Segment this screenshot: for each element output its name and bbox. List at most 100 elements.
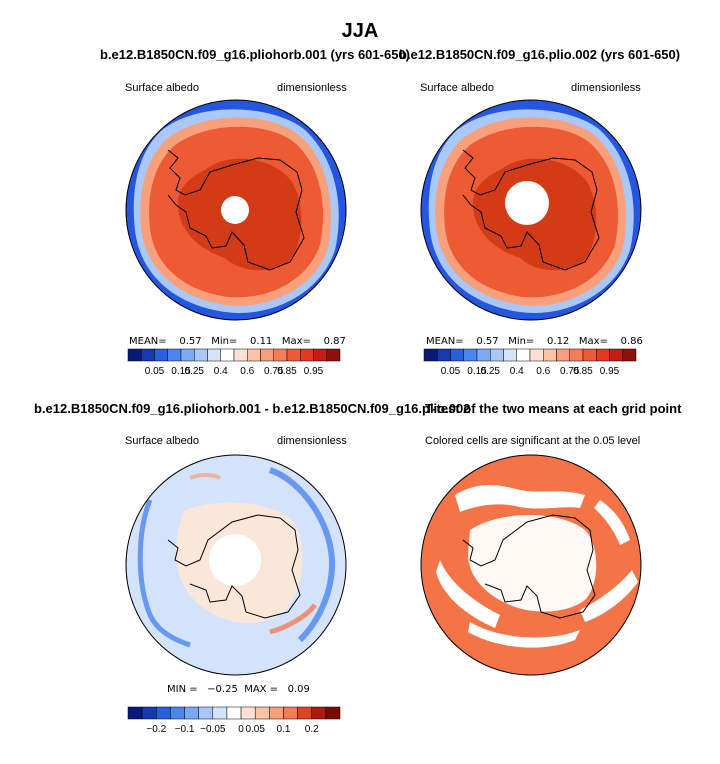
panel2-mean-label: MEAN= bbox=[426, 336, 464, 347]
panel1-stats: MEAN= 0.57 Min= 0.11 Max= 0.87 bbox=[129, 336, 346, 347]
panel1-colorbar-tick-label: 0.85 bbox=[277, 366, 297, 377]
panel1-colorbar-tick-label: 0.4 bbox=[214, 366, 228, 377]
panel1-colorbar-box bbox=[154, 348, 168, 362]
panel1-variable-label: Surface albedo bbox=[125, 82, 199, 94]
panel1-max: 0.87 bbox=[323, 336, 346, 347]
panel3-colorbar-box bbox=[240, 706, 256, 720]
panel3-colorbar-box bbox=[184, 706, 199, 720]
panel1-colorbar-box bbox=[180, 348, 195, 362]
panel1-coastline bbox=[167, 149, 305, 271]
panel4-note: Colored cells are significant at the 0.0… bbox=[425, 435, 641, 447]
panel2-colorbar-tick-label: 0.25 bbox=[481, 366, 501, 377]
panel3-min-label: MIN = bbox=[167, 684, 198, 695]
panel2-colorbar-box bbox=[543, 348, 557, 362]
panel1-colorbar-box bbox=[247, 348, 261, 362]
panel3-colorbar-tick-label: 0.2 bbox=[305, 724, 319, 735]
panel3-variable-label: Surface albedo bbox=[125, 435, 199, 447]
panel1-colorbar-box bbox=[233, 348, 248, 362]
panel2-colorbar-box bbox=[463, 348, 478, 362]
panel2-min-label: Min= bbox=[508, 336, 535, 347]
panel1-colorbar-box bbox=[127, 348, 142, 362]
panel2-colorbar-box bbox=[476, 348, 491, 362]
panel3-colorbar-box bbox=[254, 706, 270, 720]
panel2-map-border bbox=[420, 99, 642, 321]
panel2-colorbar-box bbox=[490, 348, 504, 362]
panel1-title: b.e12.B1850CN.f09_g16.pliohorb.001 (yrs … bbox=[100, 47, 410, 62]
panel3-colorbar-box bbox=[212, 706, 228, 720]
panel1-colorbar-tick-label: 0.25 bbox=[185, 366, 205, 377]
panel1-mean: 0.57 bbox=[179, 336, 202, 347]
panel2-min: 0.12 bbox=[547, 336, 570, 347]
panel3-units-label: dimensionless bbox=[277, 435, 347, 447]
panel3-colorbar-box bbox=[297, 706, 312, 720]
panel2-max: 0.86 bbox=[620, 336, 643, 347]
panel3-colorbar-box bbox=[269, 706, 284, 720]
panel2-colorbar-tick-label: 0.75 bbox=[560, 366, 580, 377]
panel3-colorbar-tick-label: −0.1 bbox=[175, 724, 195, 735]
panel2-colorbar-tick-label: 0.85 bbox=[573, 366, 593, 377]
panel2-colorbar-box bbox=[516, 348, 531, 362]
panel2-mean: 0.57 bbox=[476, 336, 499, 347]
panel2-units-label: dimensionless bbox=[571, 82, 641, 94]
panel3-colorbar-box bbox=[198, 706, 214, 720]
panel2-colorbar-box bbox=[423, 348, 438, 362]
panel1-colorbar-tick-label: 0.05 bbox=[145, 366, 165, 377]
panel3-colorbar-tick-label: −0.2 bbox=[146, 724, 166, 735]
panel1-colorbar-tick-label: 0.75 bbox=[264, 366, 284, 377]
panel1-colorbar-box bbox=[326, 348, 341, 362]
panel2-coastline bbox=[462, 149, 600, 271]
panel2-title: b.e12.B1850CN.f09_g16.plio.002 (yrs 601-… bbox=[399, 47, 681, 62]
panel3-title: b.e12.B1850CN.f09_g16.pliohorb.001 - b.e… bbox=[34, 401, 471, 416]
panel3-map-border bbox=[125, 454, 347, 676]
panel2-colorbar-box bbox=[450, 348, 464, 362]
panel4-title: T-test of the two means at each grid poi… bbox=[425, 401, 682, 416]
panel2-map bbox=[421, 100, 641, 320]
panel1-colorbar-box bbox=[207, 348, 221, 362]
panel1-colorbar-tick-label: 0.15 bbox=[171, 366, 191, 377]
panel1-colorbar-box bbox=[141, 348, 155, 362]
panel1-colorbar-box bbox=[313, 348, 327, 362]
panel2-colorbar-tick-label: 0.4 bbox=[510, 366, 524, 377]
panel1-units-label: dimensionless bbox=[277, 82, 347, 94]
panel3-colorbar-tick-label: 0 bbox=[238, 724, 244, 735]
panel3-colorbar-box bbox=[156, 706, 171, 720]
panel4-map bbox=[421, 455, 641, 675]
panel2-colorbar-box bbox=[556, 348, 570, 362]
panel2-colorbar-tick-label: 0.95 bbox=[600, 366, 620, 377]
panel1-min-label: Min= bbox=[211, 336, 238, 347]
panel1-max-label: Max= bbox=[281, 336, 311, 347]
panel3-colorbar-box bbox=[170, 706, 185, 720]
panel2-colorbar-box bbox=[622, 348, 637, 362]
panel3-colorbar-tick-label: −0.05 bbox=[200, 724, 226, 735]
panel3-colorbar-box bbox=[311, 706, 327, 720]
panel1-colorbar-box bbox=[194, 348, 208, 362]
panel1-min: 0.11 bbox=[250, 336, 273, 347]
panel2-colorbar-box bbox=[569, 348, 584, 362]
panel2-colorbar-box bbox=[437, 348, 451, 362]
panel3-max-label: MAX = bbox=[244, 684, 279, 695]
panel2-colorbar-tick-label: 0.15 bbox=[467, 366, 487, 377]
panel4-map-border bbox=[420, 454, 642, 676]
panel3-colorbar-tick-label: 0.1 bbox=[277, 724, 291, 735]
panel3-stats: MIN = −0.25 MAX = 0.09 bbox=[167, 684, 310, 695]
panel2-colorbar-box bbox=[596, 348, 610, 362]
panel1-mean-label: MEAN= bbox=[129, 336, 167, 347]
panel3-min: −0.25 bbox=[207, 684, 238, 695]
panel1-colorbar-box bbox=[300, 348, 314, 362]
panel1-colorbar-tick-label: 0.95 bbox=[304, 366, 324, 377]
panel2-colorbar-box bbox=[529, 348, 544, 362]
panel2-colorbar-box bbox=[503, 348, 517, 362]
panel3-colorbar-box bbox=[141, 706, 157, 720]
panel2-colorbar-tick-label: 0.05 bbox=[441, 366, 461, 377]
panel4-coastline bbox=[462, 514, 596, 619]
panel3-colorbar-tick-label: 0.05 bbox=[245, 724, 265, 735]
panel1-colorbar-box bbox=[167, 348, 182, 362]
panel3-colorbar-box bbox=[325, 706, 341, 720]
panel1-colorbar-box bbox=[220, 348, 235, 362]
panel1-map bbox=[126, 100, 346, 320]
panel2-colorbar-box bbox=[582, 348, 597, 362]
panel1-colorbar-box bbox=[260, 348, 274, 362]
panel3-map bbox=[126, 455, 346, 675]
panel3-colorbar-box bbox=[226, 706, 242, 720]
